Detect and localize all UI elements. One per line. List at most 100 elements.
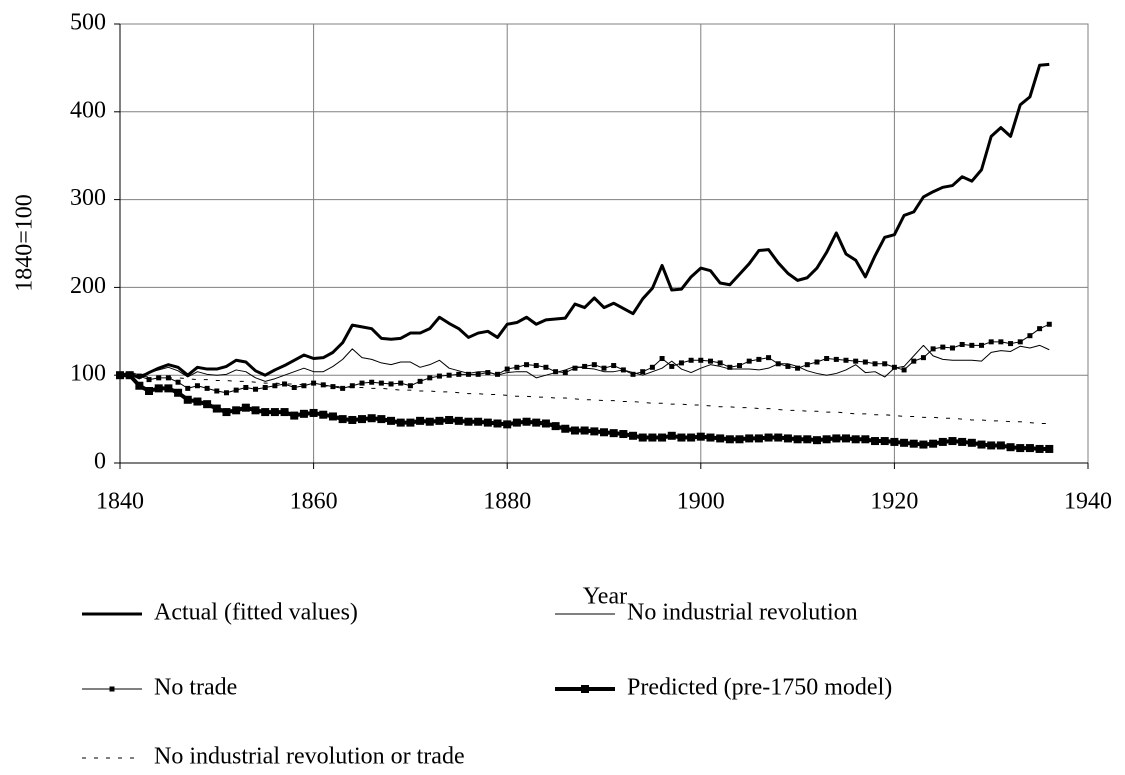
- marker: [338, 415, 347, 424]
- marker: [223, 390, 229, 396]
- marker: [222, 408, 231, 417]
- marker: [678, 360, 684, 366]
- marker: [620, 367, 626, 373]
- marker: [175, 379, 181, 385]
- marker: [109, 686, 115, 692]
- marker: [696, 432, 705, 441]
- marker: [406, 418, 415, 427]
- marker: [541, 419, 550, 428]
- marker: [1017, 339, 1023, 345]
- marker: [570, 426, 579, 435]
- marker: [611, 363, 617, 369]
- marker: [435, 416, 444, 425]
- marker: [503, 420, 512, 429]
- marker: [319, 410, 328, 419]
- marker: [474, 417, 483, 426]
- marker: [495, 371, 501, 377]
- marker: [582, 363, 588, 369]
- marker: [378, 380, 384, 386]
- marker: [407, 383, 413, 389]
- marker: [911, 358, 917, 364]
- marker: [174, 388, 183, 397]
- marker: [891, 364, 897, 370]
- marker: [630, 371, 636, 377]
- marker: [987, 441, 996, 450]
- x-tick-label: 1900: [677, 489, 725, 515]
- marker: [969, 342, 975, 348]
- marker: [349, 383, 355, 389]
- line-series: [119, 323, 1050, 394]
- marker: [377, 415, 386, 424]
- marker: [425, 417, 434, 426]
- plot-area: [119, 23, 1089, 464]
- marker: [261, 408, 270, 417]
- marker: [280, 408, 289, 417]
- marker: [851, 435, 860, 444]
- marker: [882, 361, 888, 367]
- marker: [1025, 444, 1034, 453]
- y-tick-label: 300: [70, 185, 106, 211]
- marker: [861, 435, 870, 444]
- marker: [543, 364, 549, 370]
- marker: [348, 415, 357, 424]
- marker: [388, 381, 394, 387]
- marker: [136, 373, 142, 379]
- marker: [417, 378, 423, 384]
- marker: [369, 379, 375, 385]
- marker: [446, 372, 452, 378]
- marker: [156, 375, 162, 381]
- marker: [272, 383, 278, 389]
- marker: [998, 339, 1004, 345]
- marker: [1045, 444, 1054, 453]
- marker: [1006, 443, 1015, 452]
- marker: [832, 434, 841, 443]
- marker: [977, 440, 986, 449]
- marker: [843, 357, 849, 363]
- marker: [900, 438, 909, 447]
- marker: [735, 435, 744, 444]
- marker: [562, 370, 568, 376]
- marker: [301, 383, 307, 389]
- marker: [948, 437, 957, 446]
- marker: [328, 412, 337, 421]
- marker: [958, 437, 967, 446]
- marker: [619, 430, 628, 439]
- marker: [522, 417, 531, 426]
- y-tick-label: 0: [94, 449, 106, 475]
- marker: [842, 434, 850, 443]
- legend-label: Predicted (pre-1750 model): [627, 675, 892, 701]
- y-tick-label: 200: [70, 273, 106, 299]
- marker: [290, 411, 299, 420]
- line-series: [119, 62, 1050, 380]
- marker: [456, 371, 462, 377]
- y-tick-label: 100: [70, 361, 106, 387]
- marker: [416, 416, 425, 425]
- marker: [880, 437, 889, 446]
- marker: [872, 361, 878, 367]
- x-tick-label: 1880: [483, 489, 531, 515]
- marker: [262, 384, 268, 390]
- marker: [465, 371, 471, 377]
- marker: [804, 362, 810, 368]
- marker: [212, 404, 221, 413]
- y-axis-label: 1840=100: [12, 194, 38, 292]
- marker: [581, 685, 589, 693]
- x-axis-label: Year: [583, 584, 627, 610]
- marker: [814, 359, 820, 365]
- marker: [309, 408, 318, 417]
- marker: [754, 434, 763, 443]
- marker: [871, 437, 880, 446]
- marker: [988, 339, 994, 345]
- y-tick-label: 400: [70, 97, 106, 123]
- marker: [766, 355, 772, 361]
- marker: [1037, 326, 1043, 332]
- marker: [959, 341, 965, 347]
- marker: [967, 438, 976, 447]
- marker: [775, 361, 781, 367]
- marker: [282, 381, 288, 387]
- marker: [193, 397, 202, 406]
- marker: [824, 356, 830, 362]
- marker: [938, 437, 947, 446]
- marker: [930, 346, 936, 352]
